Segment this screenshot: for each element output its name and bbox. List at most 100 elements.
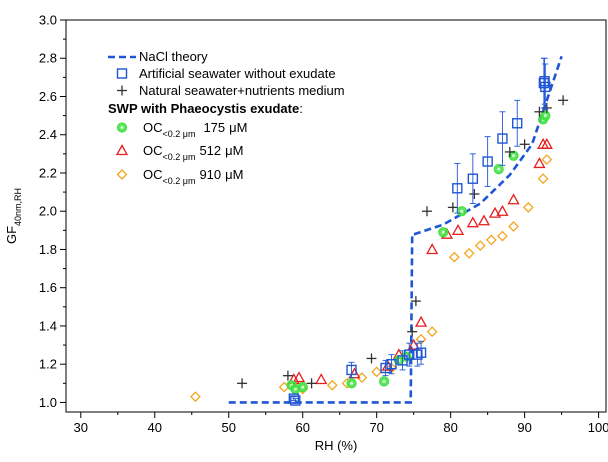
legend-label-oc-512: OC<0.2 μm 512 μM xyxy=(143,143,243,162)
legend-oc-prefix: OC xyxy=(143,143,163,158)
data-point-circle xyxy=(297,382,308,393)
data-point-triangle xyxy=(496,204,509,216)
data-point-plus xyxy=(534,106,545,117)
data-point-triangle xyxy=(466,216,479,228)
legend-heading-text: SWP with Phaeocystis exudate xyxy=(108,101,299,116)
data-point-diamond xyxy=(541,154,553,166)
data-point-diamond xyxy=(371,366,383,378)
y-tick-label: 1.2 xyxy=(39,357,57,372)
y-axis-title-sub: 40nm,RH xyxy=(13,188,23,226)
legend-entry-artificial-seawater: Artificial seawater without exudate xyxy=(116,66,336,81)
legend-oc-prefix: OC xyxy=(143,120,163,135)
data-point-square xyxy=(397,355,408,366)
legend-label-oc-910: OC<0.2 μm 910 μM xyxy=(143,167,243,186)
y-tick-label: 1.0 xyxy=(39,395,57,410)
circle-center xyxy=(349,381,354,385)
legend-swatch-circle xyxy=(116,122,128,133)
data-point-circle xyxy=(116,122,128,133)
axes: 30 40 50 60 70 80 90 100 1.0 1.2 1.4 1.6 1.8 2.0 2.2 2.… xyxy=(39,13,608,436)
data-point-square xyxy=(288,393,300,404)
legend-oc-sub: <0.2 μm xyxy=(163,152,196,162)
data-point-triangle xyxy=(414,315,428,327)
legend-label-nacl-theory: NaCl theory xyxy=(139,49,208,64)
data-point-triangle xyxy=(540,137,553,149)
legend-oc-unit: μM xyxy=(225,143,243,158)
data-point-diamond xyxy=(474,240,486,252)
x-tick-label: 70 xyxy=(369,420,383,435)
y-tick-label: 2.6 xyxy=(39,89,57,104)
data-point-square xyxy=(386,358,397,370)
series-triangle xyxy=(287,137,553,385)
circle-center xyxy=(293,387,297,391)
series-square xyxy=(288,57,551,406)
legend-entry-oc-512: OC<0.2 μm 512 μM xyxy=(115,143,243,162)
circle-center xyxy=(497,167,501,171)
data-point-plus xyxy=(282,370,293,381)
x-tick-label: 90 xyxy=(517,420,531,435)
data-point-diamond xyxy=(426,326,438,338)
data-point-square xyxy=(415,347,427,358)
data-point-square xyxy=(412,349,423,360)
data-point-plus xyxy=(366,353,377,364)
legend-entry-natural-seawater: Natural seawater+nutrients medium xyxy=(117,83,345,98)
data-point-square xyxy=(497,133,508,144)
data-point-diamond xyxy=(497,230,508,242)
data-point-triangle xyxy=(533,157,546,169)
data-point-circle xyxy=(438,227,449,238)
x-tick-label: 80 xyxy=(443,420,457,435)
data-point-square xyxy=(290,395,301,406)
y-tick-label: 2.0 xyxy=(39,204,57,219)
legend-label-natural-seawater: Natural seawater+nutrients medium xyxy=(139,83,345,98)
data-point-plus xyxy=(117,85,127,96)
series-diamond xyxy=(190,154,553,403)
y-tick-label: 2.8 xyxy=(39,51,57,66)
legend-swatch-triangle xyxy=(115,144,129,156)
y-axis-title-main: GF xyxy=(4,226,19,244)
circle-center xyxy=(460,209,464,213)
y-axis-title: GF40nm,RH xyxy=(4,188,23,244)
data-point-plus xyxy=(469,189,480,200)
data-point-square xyxy=(512,118,523,129)
data-point-circle xyxy=(346,378,357,389)
y-tick-label: 3.0 xyxy=(39,13,57,28)
data-point-diamond xyxy=(537,173,549,185)
data-point-diamond xyxy=(190,391,201,403)
circle-center xyxy=(382,379,386,384)
plot-frame xyxy=(65,19,607,413)
data-point-square xyxy=(404,349,415,360)
legend-oc-sub: <0.2 μm xyxy=(163,176,196,186)
y-tick-label: 1.8 xyxy=(39,242,57,257)
data-point-circle xyxy=(540,110,551,121)
data-point-circle xyxy=(508,150,519,161)
x-axis-title: RH (%) xyxy=(315,438,358,453)
data-point-circle xyxy=(378,376,390,387)
data-point-plus xyxy=(447,202,458,213)
data-point-triangle xyxy=(115,144,129,156)
data-point-plus xyxy=(407,326,418,337)
legend-heading-colon: : xyxy=(299,101,303,116)
data-point-plus xyxy=(306,378,317,389)
circle-center xyxy=(511,154,516,158)
data-point-triangle xyxy=(451,224,465,235)
data-point-square xyxy=(116,68,128,79)
legend-oc-value: 512 xyxy=(199,143,221,158)
legend-label-oc-175: OC<0.2 μm 175 μM xyxy=(143,120,247,139)
x-tick-label: 60 xyxy=(295,420,309,435)
data-point-diamond xyxy=(508,221,519,232)
legend-oc-prefix: OC xyxy=(143,167,163,182)
legend-oc-value: 910 xyxy=(199,167,221,182)
series-plus xyxy=(237,95,569,389)
x-tick-label: 50 xyxy=(222,420,236,435)
data-point-diamond xyxy=(463,247,475,259)
data-point-square xyxy=(467,173,479,184)
data-point-diamond xyxy=(448,251,460,263)
data-point-plus xyxy=(237,378,248,389)
y-tick-label: 1.4 xyxy=(39,318,57,333)
data-point-diamond xyxy=(485,234,497,246)
legend-oc-value: 175 xyxy=(203,120,225,135)
circle-center xyxy=(441,230,445,234)
data-marks xyxy=(190,55,569,406)
circle-center xyxy=(301,385,305,389)
data-point-square xyxy=(482,156,493,167)
